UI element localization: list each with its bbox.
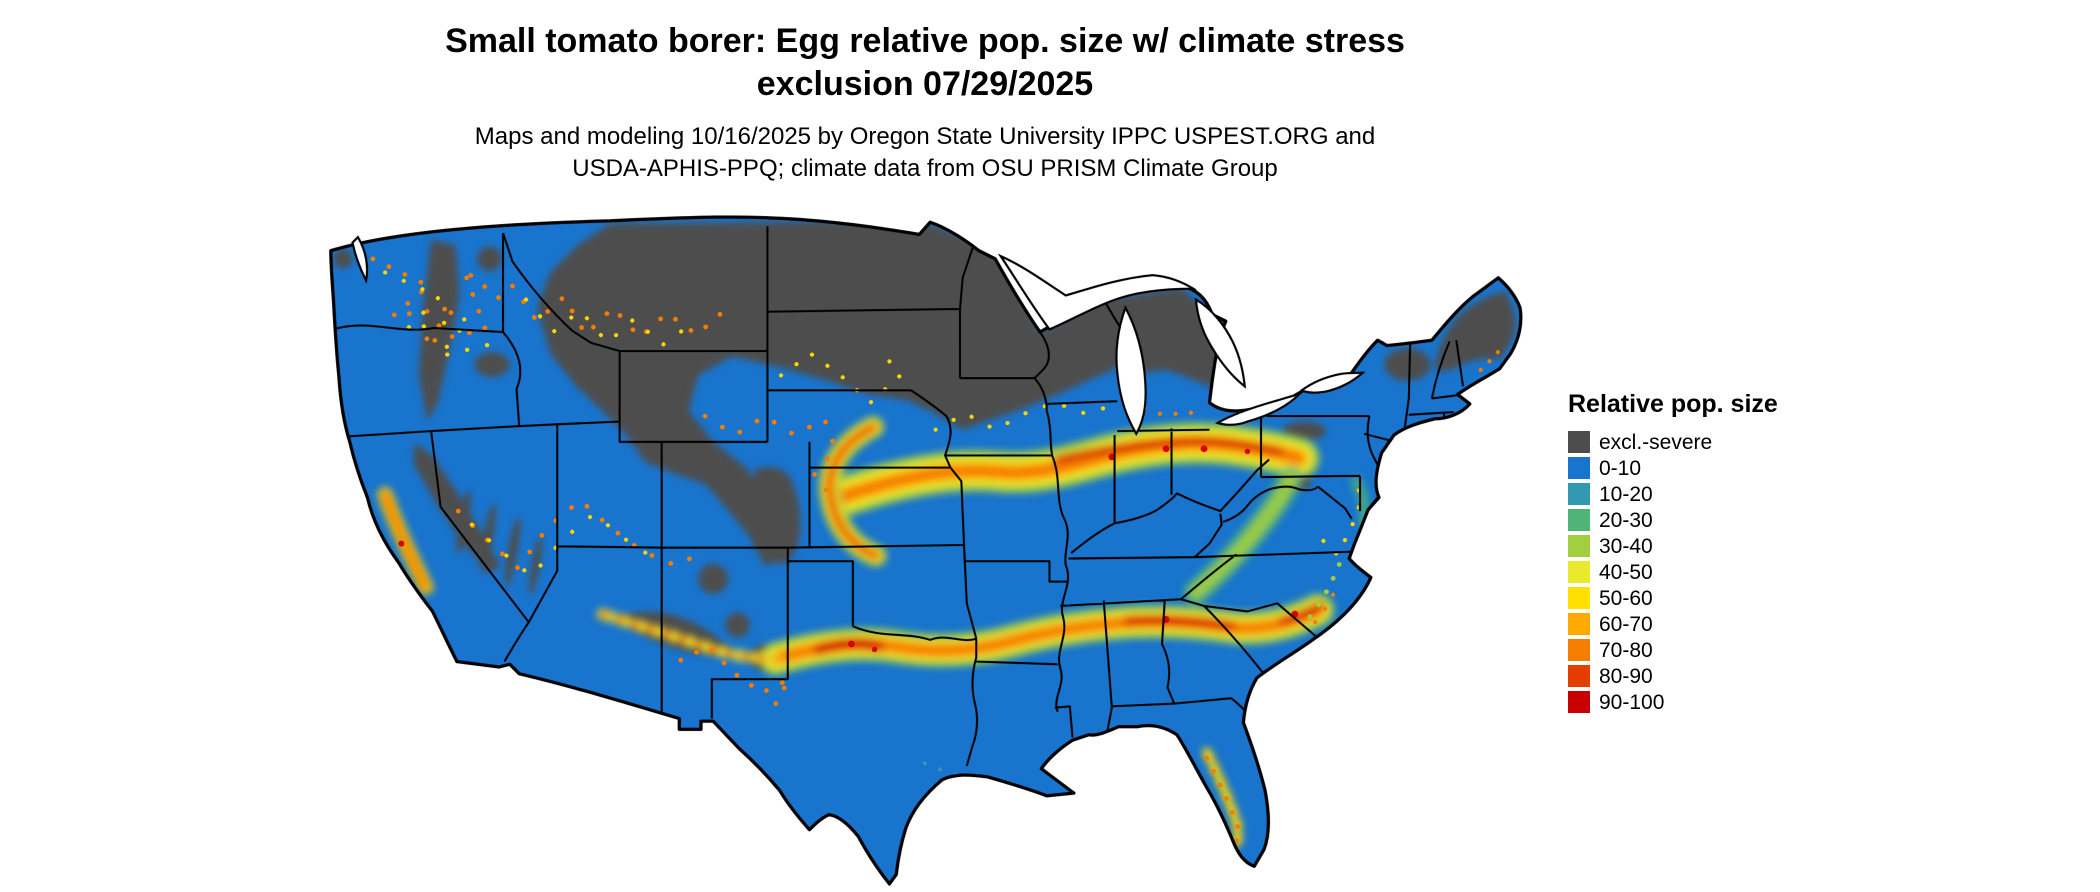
legend-item: excl.-severe	[1568, 429, 1828, 455]
header: Small tomato borer: Egg relative pop. si…	[320, 20, 1530, 186]
map-heat-bands	[377, 416, 1370, 853]
legend-item: 90-100	[1568, 689, 1828, 715]
great-lakes	[351, 235, 1366, 436]
legend-label: 40-50	[1599, 560, 1653, 584]
legend-label: 50-60	[1599, 586, 1653, 610]
legend-label: 70-80	[1599, 638, 1653, 662]
puget-sound	[351, 235, 369, 284]
legend-label: excl.-severe	[1599, 430, 1713, 454]
legend-swatch	[1568, 561, 1590, 583]
page-title-line2: exclusion 07/29/2025	[756, 64, 1094, 103]
us-map-svg	[329, 215, 1523, 886]
legend-label: 90-100	[1599, 690, 1665, 714]
legend-item: 70-80	[1568, 637, 1828, 663]
lake-superior	[997, 253, 1197, 331]
legend-item: 20-30	[1568, 507, 1828, 533]
lake-erie	[1214, 392, 1303, 426]
legend-label: 60-70	[1599, 612, 1653, 636]
legend-swatch	[1568, 535, 1590, 557]
legend-label: 80-90	[1599, 664, 1653, 688]
subtitle: Maps and modeling 10/16/2025 by Oregon S…	[320, 121, 1530, 186]
legend-swatch	[1568, 639, 1590, 661]
legend-label: 20-30	[1599, 508, 1653, 532]
us-map	[298, 210, 1546, 888]
legend-label: 0-10	[1599, 456, 1642, 480]
legend-swatch	[1568, 665, 1590, 687]
legend-label: 30-40	[1599, 534, 1653, 558]
legend-label: 10-20	[1599, 482, 1653, 506]
legend-swatch	[1568, 431, 1590, 453]
legend-item: 50-60	[1568, 585, 1828, 611]
legend-item: 80-90	[1568, 663, 1828, 689]
map-speckles	[370, 256, 1508, 853]
legend-item: 40-50	[1568, 559, 1828, 585]
legend-item: 0-10	[1568, 455, 1828, 481]
lake-michigan	[1115, 304, 1147, 436]
legend-swatch	[1568, 457, 1590, 479]
state-borders	[333, 226, 1465, 767]
page-title-line1: Small tomato borer: Egg relative pop. si…	[445, 22, 1405, 60]
legend-swatch	[1568, 613, 1590, 635]
legend-items: excl.-severe 0-10 10-20 20-30 30-40 40-50 50-6…	[1568, 429, 1828, 715]
legend-swatch	[1568, 509, 1590, 531]
legend: Relative pop. size excl.-severe 0-10 10-20…	[1568, 390, 1828, 715]
legend-item: 30-40	[1568, 533, 1828, 559]
lake-ontario	[1299, 371, 1366, 394]
subtitle-line2: USDA-APHIS-PPQ; climate data from OSU PR…	[572, 155, 1278, 183]
legend-swatch	[1568, 587, 1590, 609]
subtitle-line1: Maps and modeling 10/16/2025 by Oregon S…	[474, 123, 1376, 150]
legend-item: 10-20	[1568, 481, 1828, 507]
legend-item: 60-70	[1568, 611, 1828, 637]
legend-title: Relative pop. size	[1568, 390, 1778, 418]
legend-swatch	[1568, 691, 1590, 713]
lake-huron	[1194, 297, 1247, 389]
legend-swatch	[1568, 483, 1590, 505]
